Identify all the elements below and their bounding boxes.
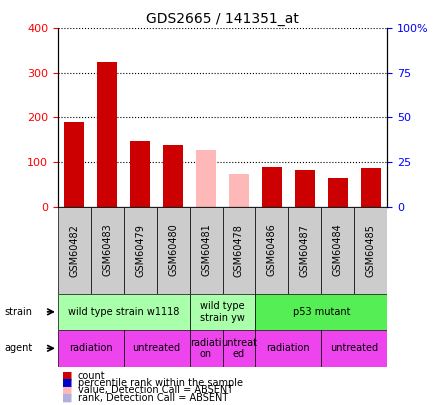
Text: count: count	[78, 371, 105, 381]
Bar	[196, 149, 216, 207]
Bar	[157, 207, 190, 294]
Bar	[58, 330, 124, 367]
Bar	[295, 170, 315, 207]
Bar	[58, 207, 91, 294]
Text: untreated: untreated	[133, 343, 181, 353]
Bar	[190, 207, 222, 294]
Text: radiation: radiation	[267, 343, 310, 353]
Bar	[124, 330, 190, 367]
Bar	[124, 207, 157, 294]
Text: GSM60486: GSM60486	[267, 224, 277, 277]
Text: radiati
on: radiati on	[190, 337, 222, 359]
Bar	[255, 294, 387, 330]
Text: ■: ■	[62, 393, 73, 403]
Bar	[190, 330, 222, 367]
Text: agent: agent	[4, 343, 32, 353]
Title: GDS2665 / 141351_at: GDS2665 / 141351_at	[146, 12, 299, 26]
Text: untreated: untreated	[330, 343, 378, 353]
Text: GSM60482: GSM60482	[69, 224, 79, 277]
Bar	[222, 330, 255, 367]
Bar	[288, 207, 321, 294]
Text: wild type strain w1118: wild type strain w1118	[68, 307, 179, 317]
Bar	[130, 141, 150, 207]
Bar	[321, 330, 387, 367]
Text: GSM60483: GSM60483	[102, 224, 112, 277]
Text: radiation: radiation	[69, 343, 113, 353]
Text: untreat
ed: untreat ed	[221, 337, 257, 359]
Text: GSM60485: GSM60485	[366, 224, 376, 277]
Bar	[58, 294, 190, 330]
Bar	[321, 207, 354, 294]
Bar	[163, 145, 183, 207]
Bar	[229, 175, 249, 207]
Text: rank, Detection Call = ABSENT: rank, Detection Call = ABSENT	[78, 393, 228, 403]
Bar	[255, 207, 288, 294]
Text: GSM60478: GSM60478	[234, 224, 244, 277]
Bar	[255, 330, 321, 367]
Bar	[65, 122, 84, 207]
Bar	[354, 207, 387, 294]
Text: percentile rank within the sample: percentile rank within the sample	[78, 378, 243, 388]
Text: GSM60484: GSM60484	[333, 224, 343, 277]
Bar	[91, 207, 124, 294]
Bar	[97, 62, 117, 207]
Bar	[222, 207, 255, 294]
Text: value, Detection Call = ABSENT: value, Detection Call = ABSENT	[78, 386, 233, 395]
Text: strain: strain	[4, 307, 32, 317]
Bar	[190, 294, 255, 330]
Text: ■: ■	[62, 378, 73, 388]
Text: ■: ■	[62, 386, 73, 395]
Text: ■: ■	[62, 371, 73, 381]
Text: GSM60481: GSM60481	[201, 224, 211, 277]
Text: wild type
strain yw: wild type strain yw	[200, 301, 245, 323]
Text: GSM60487: GSM60487	[300, 224, 310, 277]
Text: GSM60480: GSM60480	[168, 224, 178, 277]
Bar	[361, 168, 380, 207]
Bar	[262, 167, 282, 207]
Text: p53 mutant: p53 mutant	[292, 307, 350, 317]
Bar	[328, 178, 348, 207]
Text: GSM60479: GSM60479	[135, 224, 145, 277]
